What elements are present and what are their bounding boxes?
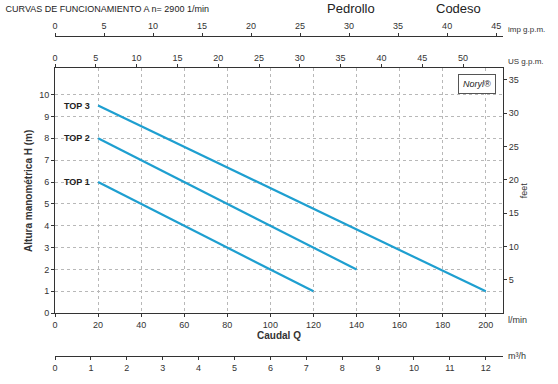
svg-text:10: 10 (409, 363, 419, 373)
svg-text:feet: feet (519, 183, 529, 199)
svg-text:30: 30 (344, 21, 354, 31)
svg-text:0: 0 (52, 53, 57, 63)
svg-text:20: 20 (246, 21, 256, 31)
svg-text:4: 4 (196, 363, 201, 373)
svg-text:35: 35 (336, 53, 346, 63)
svg-text:40: 40 (442, 21, 452, 31)
svg-text:160: 160 (392, 320, 407, 330)
svg-text:35: 35 (393, 21, 403, 31)
svg-text:5: 5 (509, 275, 514, 285)
svg-text:Pedrollo: Pedrollo (327, 1, 375, 16)
svg-text:m³/h: m³/h (508, 351, 526, 361)
svg-text:7: 7 (44, 155, 49, 165)
svg-text:1: 1 (44, 286, 49, 296)
svg-text:10: 10 (148, 21, 158, 31)
svg-text:15: 15 (509, 208, 519, 218)
svg-text:6: 6 (44, 177, 49, 187)
svg-text:2: 2 (44, 265, 49, 275)
svg-text:Caudal Q: Caudal Q (257, 330, 301, 341)
svg-text:Altura manométrica H (m): Altura manométrica H (m) (23, 130, 34, 252)
svg-text:6: 6 (268, 363, 273, 373)
svg-text:10: 10 (132, 53, 142, 63)
svg-text:CURVAS DE FUNCIONAMIENTO A n=: CURVAS DE FUNCIONAMIENTO A n= 2900 1/min (6, 4, 209, 14)
svg-text:TOP 3: TOP 3 (64, 101, 90, 111)
svg-text:140: 140 (349, 320, 364, 330)
svg-text:1: 1 (88, 363, 93, 373)
svg-text:180: 180 (435, 320, 450, 330)
svg-text:9: 9 (376, 363, 381, 373)
svg-text:200: 200 (478, 320, 493, 330)
svg-text:TOP 2: TOP 2 (64, 133, 90, 143)
svg-text:5: 5 (232, 363, 237, 373)
svg-text:0: 0 (52, 320, 57, 330)
svg-text:0: 0 (52, 21, 57, 31)
svg-text:0: 0 (52, 363, 57, 373)
svg-text:12: 12 (481, 363, 491, 373)
svg-text:2: 2 (124, 363, 129, 373)
svg-text:0: 0 (44, 308, 49, 318)
svg-text:TOP 1: TOP 1 (64, 177, 90, 187)
svg-text:30: 30 (509, 108, 519, 118)
svg-text:25: 25 (295, 21, 305, 31)
svg-text:50: 50 (458, 53, 468, 63)
svg-text:7: 7 (304, 363, 309, 373)
svg-text:Codeso: Codeso (436, 1, 481, 16)
svg-text:45: 45 (491, 21, 501, 31)
svg-text:11: 11 (445, 363, 454, 373)
svg-text:100: 100 (263, 320, 278, 330)
svg-text:9: 9 (44, 112, 49, 122)
svg-text:5: 5 (93, 53, 98, 63)
svg-text:10: 10 (39, 90, 49, 100)
svg-text:4: 4 (44, 221, 49, 231)
svg-text:20: 20 (213, 53, 223, 63)
svg-text:15: 15 (172, 53, 182, 63)
svg-text:15: 15 (197, 21, 207, 31)
svg-text:5: 5 (44, 199, 49, 209)
svg-text:30: 30 (295, 53, 305, 63)
svg-text:imp g.p.m.: imp g.p.m. (508, 25, 545, 34)
svg-text:20: 20 (93, 320, 103, 330)
svg-text:10: 10 (509, 242, 519, 252)
svg-text:80: 80 (222, 320, 232, 330)
svg-text:US g.p.m.: US g.p.m. (508, 57, 544, 66)
svg-text:3: 3 (160, 363, 165, 373)
svg-text:45: 45 (417, 53, 427, 63)
svg-text:5: 5 (102, 21, 107, 31)
svg-text:3: 3 (44, 243, 49, 253)
svg-text:120: 120 (306, 320, 321, 330)
svg-text:25: 25 (254, 53, 264, 63)
svg-text:Noryl®: Noryl® (463, 79, 491, 89)
svg-text:l/min: l/min (508, 315, 527, 325)
svg-text:35: 35 (509, 75, 519, 85)
svg-text:25: 25 (509, 142, 519, 152)
svg-text:8: 8 (340, 363, 345, 373)
svg-text:8: 8 (44, 133, 49, 143)
svg-text:40: 40 (376, 53, 386, 63)
svg-text:40: 40 (136, 320, 146, 330)
svg-text:20: 20 (509, 175, 519, 185)
svg-text:60: 60 (179, 320, 189, 330)
